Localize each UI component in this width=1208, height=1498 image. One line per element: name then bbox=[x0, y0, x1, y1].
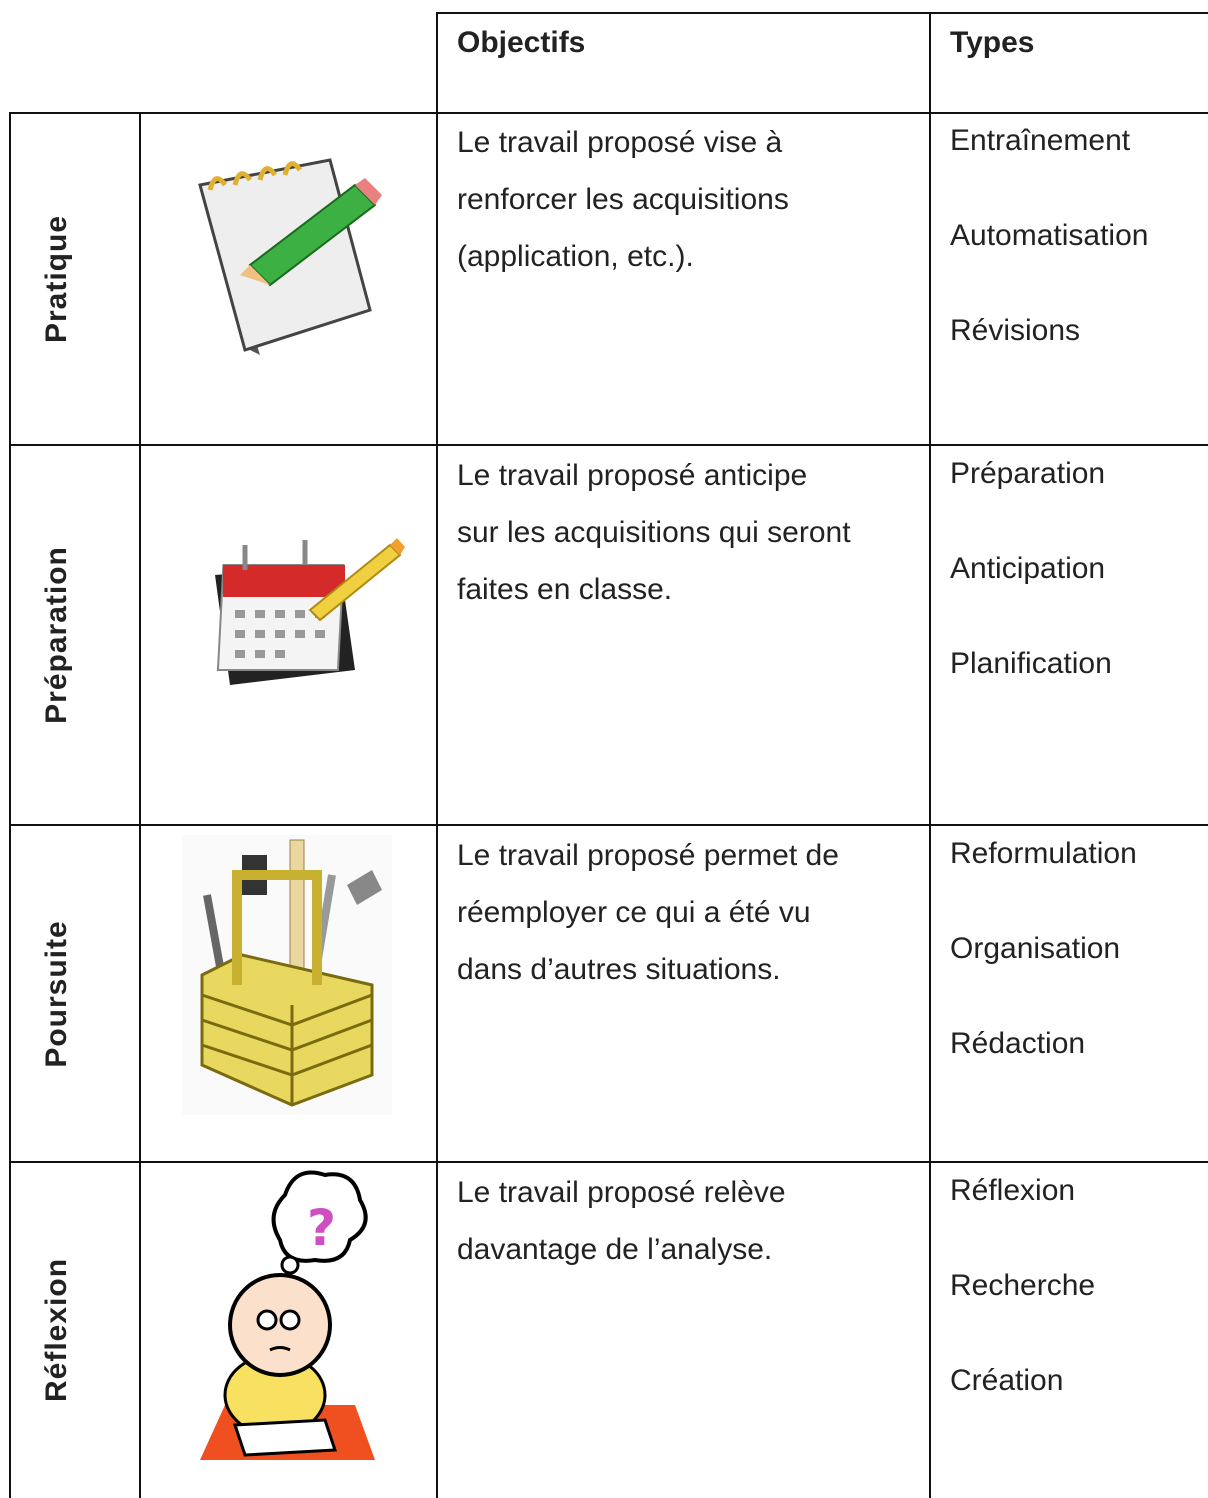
table-border bbox=[9, 112, 11, 1498]
table-border bbox=[9, 1161, 1208, 1163]
type-item: Organisation bbox=[950, 932, 1121, 965]
type-item: Réflexion bbox=[950, 1174, 1076, 1207]
objective-line: Le travail proposé permet de bbox=[457, 839, 839, 872]
objective: Le travail proposé vise à renforcer les a… bbox=[457, 114, 789, 285]
objective-line: dans d’autres situations. bbox=[457, 953, 781, 986]
objective: Le travail proposé anticipe sur les acqui… bbox=[457, 447, 851, 618]
type-item: Préparation bbox=[950, 457, 1106, 490]
row-label: Préparation bbox=[40, 546, 73, 724]
type-item: Planification bbox=[950, 647, 1112, 680]
type-item: Automatisation bbox=[950, 219, 1149, 252]
objective-line: (application, etc.). bbox=[457, 240, 694, 273]
calendar-icon bbox=[215, 538, 405, 685]
type-item: Anticipation bbox=[950, 552, 1106, 585]
table-border bbox=[436, 12, 1208, 14]
objective-line: Le travail proposé vise à bbox=[457, 126, 783, 159]
objective-line: Le travail proposé relève bbox=[457, 1176, 786, 1209]
svg-text:?: ? bbox=[307, 1199, 336, 1257]
objective: Le travail proposé relève davantage de l’… bbox=[457, 1164, 786, 1278]
row-label: Pratique bbox=[40, 214, 73, 343]
objective-line: renforcer les acquisitions bbox=[457, 183, 789, 216]
thinker-icon: ? bbox=[200, 1170, 375, 1460]
table-border bbox=[9, 824, 1208, 826]
notepad-icon bbox=[198, 158, 382, 355]
row-label: Poursuite bbox=[40, 919, 73, 1068]
type-item: Entraînement bbox=[950, 124, 1131, 157]
objective-line: réemployer ce qui a été vu bbox=[457, 896, 811, 929]
objective-line: davantage de l’analyse. bbox=[457, 1233, 773, 1266]
objective-line: Le travail proposé anticipe bbox=[457, 459, 808, 492]
header-objectives: Objectifs bbox=[457, 26, 586, 59]
type-item: Recherche bbox=[950, 1269, 1096, 1302]
objective-line: sur les acquisitions qui seront bbox=[457, 516, 851, 549]
objective: Le travail proposé permet de réemployer c… bbox=[457, 827, 839, 998]
type-item: Rédaction bbox=[950, 1027, 1086, 1060]
table-border bbox=[9, 112, 1208, 114]
table-border bbox=[9, 444, 1208, 446]
type-item: Reformulation bbox=[950, 837, 1137, 870]
row-label: Réflexion bbox=[40, 1257, 73, 1403]
table-border bbox=[929, 12, 931, 1498]
objective-line: faites en classe. bbox=[457, 573, 673, 606]
header-types: Types bbox=[950, 26, 1035, 59]
type-item: Création bbox=[950, 1364, 1064, 1397]
table-border bbox=[436, 12, 438, 1498]
toolbox-icon bbox=[182, 835, 392, 1115]
type-item: Révisions bbox=[950, 314, 1081, 347]
table-border bbox=[139, 112, 141, 1498]
